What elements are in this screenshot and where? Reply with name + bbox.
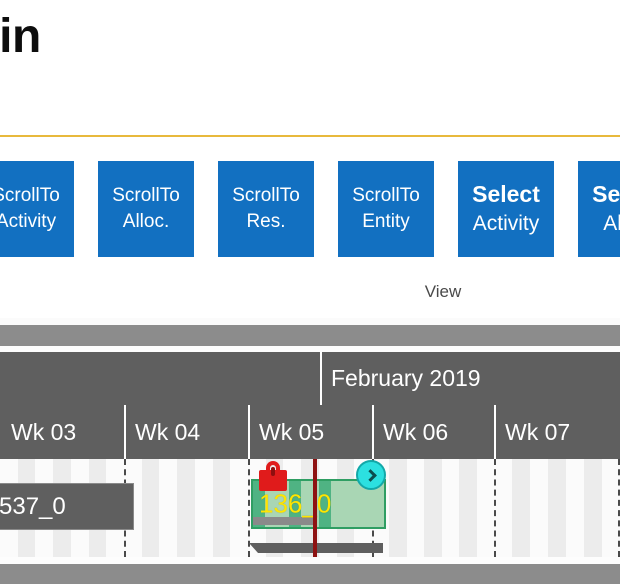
select-alloc-button[interactable]: Select Alloc: [578, 161, 620, 257]
gantt-day-stripe: [194, 459, 213, 557]
gantt-week-cell[interactable]: Wk 07: [494, 405, 620, 459]
scrollto-res-label-line1: ScrollTo: [232, 185, 300, 207]
select-alloc-label-line1: Select: [592, 181, 620, 208]
gantt-bar-segment: [253, 481, 265, 527]
gantt-week-divider: [372, 405, 374, 459]
gantt-month-divider: [320, 352, 322, 405]
now-marker: [313, 459, 317, 557]
gantt-week-label: Wk 03: [11, 419, 77, 445]
gantt-timeline-canvas[interactable]: 537_0 136_0: [0, 459, 620, 557]
select-activity-label-line1: Select: [472, 181, 540, 208]
gantt-week-divider: [248, 405, 250, 459]
gantt-week-cell[interactable]: Wk 04: [124, 405, 248, 459]
gantt-week-label: Wk 04: [135, 419, 201, 445]
scrollto-alloc-label-line2: Alloc.: [122, 211, 170, 232]
gantt-week-cell[interactable]: Wk 03: [0, 405, 124, 459]
gantt-week-header: Wk 03 Wk 04 Wk 05 Wk 06 Wk 07: [0, 405, 620, 459]
scrollto-alloc-label-line1: ScrollTo: [112, 185, 180, 207]
lock-shackle-icon: [266, 461, 280, 473]
select-activity-label-line2: Activity: [472, 212, 540, 236]
scrollto-activity-label-line2: Activity: [0, 211, 57, 232]
summary-rollup[interactable]: [249, 543, 383, 553]
gantt-day-stripe: [602, 459, 620, 557]
select-alloc-label-line2: Alloc: [603, 212, 620, 236]
title-bar: dd-in: [0, 0, 620, 125]
gantt-bar-label: 136_0: [259, 488, 332, 519]
gantt-footer-band: [0, 564, 620, 584]
gantt-week-label: Wk 05: [259, 419, 325, 445]
gantt-day-stripe: [441, 459, 460, 557]
gantt-month-label: February 2019: [331, 365, 481, 391]
gantt-week-gridline: [494, 459, 496, 557]
ribbon-button-group: ScrollTo Activity ScrollTo Alloc. ScrollTo Re…: [0, 161, 620, 257]
gantt-day-stripe: [406, 459, 425, 557]
gantt-chart: February 2019 Wk 03 Wk 04 Wk 05 Wk 06 Wk 07 …: [0, 352, 620, 584]
scrollto-activity-label-line1: ScrollTo: [0, 185, 60, 207]
gantt-week-cell[interactable]: Wk 05: [248, 405, 372, 459]
scrollto-entity-label-line1: ScrollTo: [352, 185, 420, 207]
gantt-week-divider: [494, 405, 496, 459]
gantt-week-gridline: [248, 459, 250, 557]
gantt-week-cell[interactable]: Wk 06: [372, 405, 494, 459]
toolbar-separator-band: [0, 325, 620, 346]
gold-divider: [0, 135, 620, 137]
gantt-day-stripe: [494, 459, 512, 557]
chevron-right-icon[interactable]: [356, 460, 386, 490]
activity-bar-537[interactable]: 537_0: [0, 483, 134, 530]
ribbon-group-label-view: View: [424, 282, 462, 301]
scrollto-res-label-line2: Res.: [246, 211, 286, 232]
gantt-day-stripe: [566, 459, 584, 557]
lock-icon[interactable]: [259, 461, 287, 491]
gantt-month-header: February 2019: [0, 352, 620, 405]
gantt-bar-segment: [319, 481, 331, 527]
gantt-week-label: Wk 06: [383, 419, 449, 445]
band-white-lower: [0, 346, 620, 352]
gantt-day-stripe: [476, 459, 494, 557]
band-white-top: [0, 318, 620, 325]
scrollto-entity-label-line2: Entity: [362, 211, 410, 232]
gantt-month-cell: February 2019: [320, 352, 620, 405]
gantt-day-stripe: [530, 459, 548, 557]
lock-keyhole-icon: [271, 467, 275, 476]
page-title: dd-in: [0, 10, 41, 63]
gantt-bar-label: 537_0: [0, 492, 66, 520]
scrollto-activity-button[interactable]: ScrollTo Activity: [0, 161, 74, 257]
activity-bar-136[interactable]: 136_0: [251, 479, 386, 529]
chevron-glyph-icon: [363, 468, 377, 482]
gantt-day-stripe: [159, 459, 178, 557]
scrollto-res-button[interactable]: ScrollTo Res.: [218, 161, 314, 257]
gantt-day-stripe: [230, 459, 248, 557]
gantt-week-label: Wk 07: [505, 419, 571, 445]
gantt-week-gridline: [618, 459, 620, 557]
gantt-bottom-gap: [0, 557, 620, 564]
scrollto-alloc-button[interactable]: ScrollTo Alloc.: [98, 161, 194, 257]
lock-body-icon: [259, 470, 287, 491]
gantt-bar-segment: [289, 481, 301, 527]
gantt-bar-progress: [253, 517, 314, 525]
scrollto-entity-button[interactable]: ScrollTo Entity: [338, 161, 434, 257]
gantt-week-divider: [124, 405, 126, 459]
select-activity-button[interactable]: Select Activity: [458, 161, 554, 257]
ribbon-toolbar: ScrollTo Activity ScrollTo Alloc. ScrollTo Re…: [0, 137, 620, 318]
